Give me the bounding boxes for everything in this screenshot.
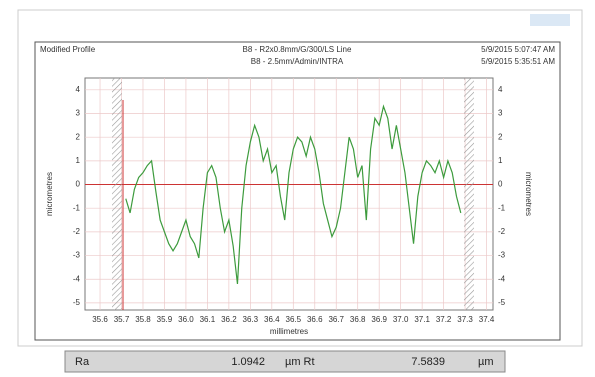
- y-axis-label: micrometres: [45, 172, 54, 216]
- x-tick-label: 36.9: [371, 315, 387, 324]
- x-tick-label: 35.6: [92, 315, 108, 324]
- x-tick-label: 36.5: [286, 315, 302, 324]
- y-tick-label: -1: [73, 203, 81, 212]
- cutoff-zone: [112, 78, 122, 310]
- x-tick-label: 36.8: [350, 315, 366, 324]
- y-tick-label: 4: [498, 85, 503, 94]
- x-tick-label: 36.2: [221, 315, 237, 324]
- y-tick-label: 0: [498, 180, 503, 189]
- timestamp: 5/9/2015 5:07:47 AM: [481, 45, 555, 54]
- panel-title: Modified Profile: [40, 45, 96, 54]
- subtitle: B8 - R2x0.8mm/G/300/LS Line: [243, 45, 352, 54]
- x-tick-label: 35.9: [157, 315, 173, 324]
- x-tick-label: 36.1: [200, 315, 216, 324]
- x-tick-label: 37.3: [457, 315, 473, 324]
- x-tick-label: 37.2: [436, 315, 452, 324]
- x-tick-label: 36.3: [243, 315, 259, 324]
- y-tick-label: -1: [498, 203, 506, 212]
- y-tick-label: -5: [498, 298, 506, 307]
- profile-line: [125, 104, 462, 285]
- y-tick-label: 4: [76, 85, 81, 94]
- y-tick-label: -4: [498, 274, 506, 283]
- x-tick-label: 36.6: [307, 315, 323, 324]
- x-tick-label: 35.8: [135, 315, 151, 324]
- ra-label: Ra: [75, 356, 90, 368]
- y-tick-label: -3: [73, 251, 81, 260]
- logo: [530, 14, 570, 26]
- rt-value: 7.5839: [411, 356, 445, 368]
- y-tick-label: 0: [76, 180, 81, 189]
- x-tick-label: 35.7: [114, 315, 130, 324]
- x-tick-label: 36.0: [178, 315, 194, 324]
- y-tick-label: -4: [73, 274, 81, 283]
- x-tick-label: 37.1: [414, 315, 430, 324]
- x-axis-label: millimetres: [270, 327, 308, 336]
- y-tick-label: 2: [76, 132, 81, 141]
- y-tick-label: 3: [76, 109, 81, 118]
- rt-unit: µm: [478, 356, 494, 368]
- plot-area: [84, 77, 494, 311]
- y-tick-label: -5: [73, 298, 81, 307]
- stats-bar: [64, 350, 506, 373]
- x-tick-label: 37.4: [479, 315, 495, 324]
- subtitle: B8 - 2.5mm/Admin/INTRA: [251, 57, 344, 66]
- y-tick-label: -2: [73, 227, 81, 236]
- cutoff-zone: [464, 78, 474, 310]
- ra-unit: µm Rt: [285, 356, 315, 368]
- outer-frame: [17, 9, 583, 347]
- y-tick-label: -2: [498, 227, 506, 236]
- timestamp: 5/9/2015 5:35:51 AM: [481, 57, 555, 66]
- x-tick-label: 37.0: [393, 315, 409, 324]
- y-tick-label: -3: [498, 251, 506, 260]
- x-tick-label: 36.4: [264, 315, 280, 324]
- y-tick-label: 1: [498, 156, 503, 165]
- y-tick-label: 2: [498, 132, 503, 141]
- y-tick-label: 1: [76, 156, 81, 165]
- x-tick-label: 36.7: [328, 315, 344, 324]
- y-tick-label: 3: [498, 109, 503, 118]
- y-axis-label: micrometres: [524, 172, 533, 216]
- ra-value: 1.0942: [231, 356, 265, 368]
